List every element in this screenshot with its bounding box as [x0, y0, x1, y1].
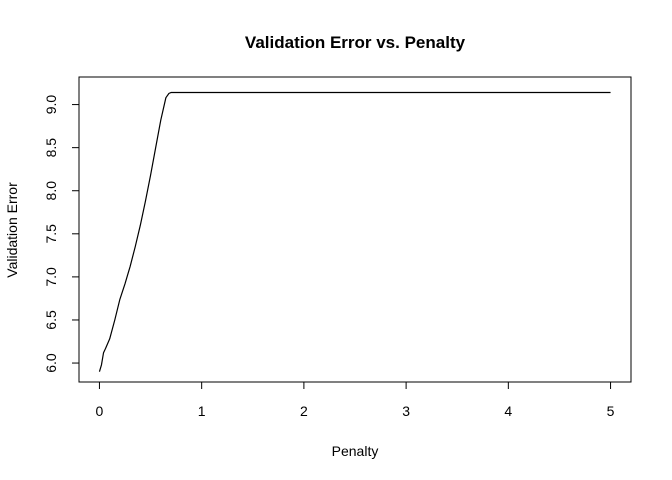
y-tick-label: 6.0 — [43, 353, 59, 373]
y-tick-label: 7.0 — [43, 267, 59, 287]
x-axis-label: Penalty — [332, 443, 379, 459]
x-tick-label: 5 — [607, 403, 615, 419]
y-tick-label: 7.5 — [43, 224, 59, 244]
series-line — [98, 91, 611, 372]
plot-box — [78, 76, 632, 383]
series-layer — [98, 91, 611, 372]
y-tick-label: 9.0 — [43, 95, 59, 115]
y-axis: 6.0 6.5 7.0 7.5 8.0 8.5 9.0 — [43, 95, 80, 373]
x-tick-label: 4 — [504, 403, 512, 419]
chart-title: Validation Error vs. Penalty — [245, 33, 466, 52]
x-axis: 0 1 2 3 4 5 — [96, 381, 615, 419]
y-axis-label: Validation Error — [4, 182, 20, 278]
y-tick-label: 8.0 — [43, 181, 59, 201]
y-tick-label: 8.5 — [43, 138, 59, 158]
x-tick-label: 2 — [300, 403, 308, 419]
x-tick-label: 1 — [198, 403, 206, 419]
x-tick-label: 0 — [96, 403, 104, 419]
y-tick-label: 6.5 — [43, 310, 59, 330]
x-tick-label: 3 — [402, 403, 410, 419]
